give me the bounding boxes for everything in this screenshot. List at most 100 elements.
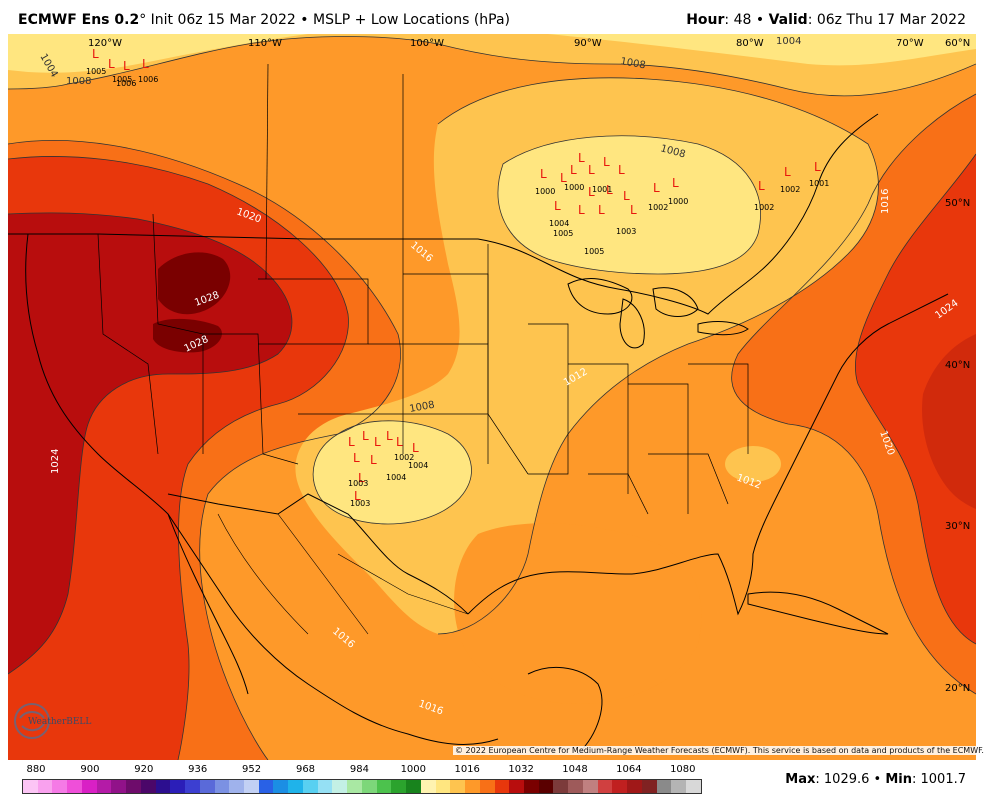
legend-colorbar (22, 779, 702, 794)
low-value: 1004 (386, 473, 406, 482)
low-marker-l: L (603, 155, 610, 169)
legend-swatch (420, 780, 436, 793)
legend-swatch (641, 780, 657, 793)
legend-tick-label: 968 (295, 764, 316, 775)
low-marker-l: L (412, 441, 419, 455)
low-value: 1004 (408, 461, 428, 470)
legend-swatch (214, 780, 230, 793)
legend-swatch (361, 780, 377, 793)
low-value: 1005 (112, 75, 132, 84)
legend-tick-label: 1048 (562, 764, 588, 775)
legend-tick-label: 1080 (670, 764, 696, 775)
contour-label: 1008 (619, 56, 646, 71)
low-marker-l: L (598, 203, 605, 217)
legend-swatch (582, 780, 598, 793)
pressure-field-1016-gulf (454, 523, 702, 704)
lat-label-30n: 30°N (945, 521, 970, 532)
low-value: 1001 (809, 179, 829, 188)
legend-tick-label: 1016 (454, 764, 480, 775)
legend-swatch (52, 780, 68, 793)
low-value: 1002 (780, 185, 800, 194)
low-marker-l: L (370, 453, 377, 467)
low-value: 1000 (668, 197, 688, 206)
low-marker-l: L (618, 163, 625, 177)
low-value: 1003 (348, 479, 368, 488)
legend-swatch (671, 780, 687, 793)
contour-label: 1016 (880, 189, 891, 214)
pressure-field-1004-north (8, 34, 976, 73)
legend-swatch (553, 780, 569, 793)
legend-swatch (302, 780, 318, 793)
legend-tick-label: 984 (349, 764, 369, 775)
init-text: ° Init 06z 15 Mar 2022 • MSLP + Low Loca… (139, 12, 511, 28)
map-header: ECMWF Ens 0.2° Init 06z 15 Mar 2022 • MS… (0, 0, 984, 34)
low-marker-l: L (588, 185, 595, 199)
legend-swatch (111, 780, 127, 793)
legend-swatch (686, 780, 701, 793)
hour-label: Hour (686, 12, 725, 28)
legend-tick-label: 1032 (508, 764, 534, 775)
low-value: 1001 (592, 185, 612, 194)
country-borders (8, 113, 949, 755)
low-value: 1005 (584, 247, 604, 256)
low-value: 1005 (553, 229, 573, 238)
pressure-field-1024-east (855, 154, 976, 644)
low-marker-l: L (108, 57, 115, 71)
min-value: : 1001.7 (912, 772, 966, 787)
legend-swatch (376, 780, 392, 793)
mslp-map[interactable]: 120°W 110°W 100°W 90°W 80°W 70°W 60°N 50… (8, 34, 976, 760)
lat-label-50n: 50°N (945, 198, 970, 209)
legend-swatch (140, 780, 156, 793)
legend-swatch (332, 780, 348, 793)
lon-label-90w: 90°W (574, 38, 602, 49)
low-value: 1000 (564, 183, 584, 192)
legend-swatch (126, 780, 141, 793)
pressure-legend: 880 900 920 936 952 968 984 1000 1016 1032 1048 106… (22, 764, 702, 804)
legend-tick-label: 920 (134, 764, 154, 775)
low-marker-l: L (623, 189, 630, 203)
low-marker-l: L (672, 176, 679, 190)
low-marker-l: L (362, 429, 369, 443)
legend-swatch (185, 780, 200, 793)
legend-swatch (199, 780, 215, 793)
pressure-field-1012-carolina (725, 446, 781, 482)
contour-label: 1004 (776, 36, 801, 47)
legend-tick-label: 1000 (400, 764, 427, 775)
low-marker-l: L (578, 151, 585, 165)
min-label: Min (885, 772, 912, 787)
low-marker-l: L (142, 57, 149, 71)
low-marker-l: L (653, 181, 660, 195)
legend-swatch (509, 780, 524, 793)
legend-swatch (597, 780, 613, 793)
pressure-field-1008-lakes (498, 135, 761, 274)
max-label: Max (785, 772, 816, 787)
legend-swatch (37, 780, 53, 793)
low-marker-l: L (354, 489, 361, 503)
isobars (8, 36, 976, 760)
pressure-field-1008-texas (313, 420, 472, 524)
legend-swatch (229, 780, 245, 793)
contour-label: 1008 (409, 400, 436, 415)
lat-label-40n: 40°N (945, 360, 970, 371)
legend-swatch (612, 780, 628, 793)
legend-swatch (656, 780, 672, 793)
low-marker-l: L (578, 203, 585, 217)
low-value: 1006 (138, 75, 158, 84)
low-marker-l: L (758, 179, 765, 193)
legend-swatch (406, 780, 421, 793)
low-marker-l: L (358, 471, 365, 485)
legend-swatch (347, 780, 362, 793)
low-marker-l: L (606, 183, 613, 197)
mexico-borders (217, 513, 469, 635)
low-marker-l: L (554, 199, 561, 213)
low-value: 1003 (616, 227, 636, 236)
lat-label-60n: 60°N (945, 38, 970, 49)
contour-label: 1008 (66, 76, 91, 87)
legend-swatch (450, 780, 466, 793)
legend-swatch (538, 780, 554, 793)
max-value: : 1029.6 • (815, 772, 882, 787)
low-value: 1002 (394, 453, 414, 462)
low-value: 1000 (535, 187, 555, 196)
legend-swatch (81, 780, 97, 793)
low-marker-l: L (92, 47, 99, 61)
